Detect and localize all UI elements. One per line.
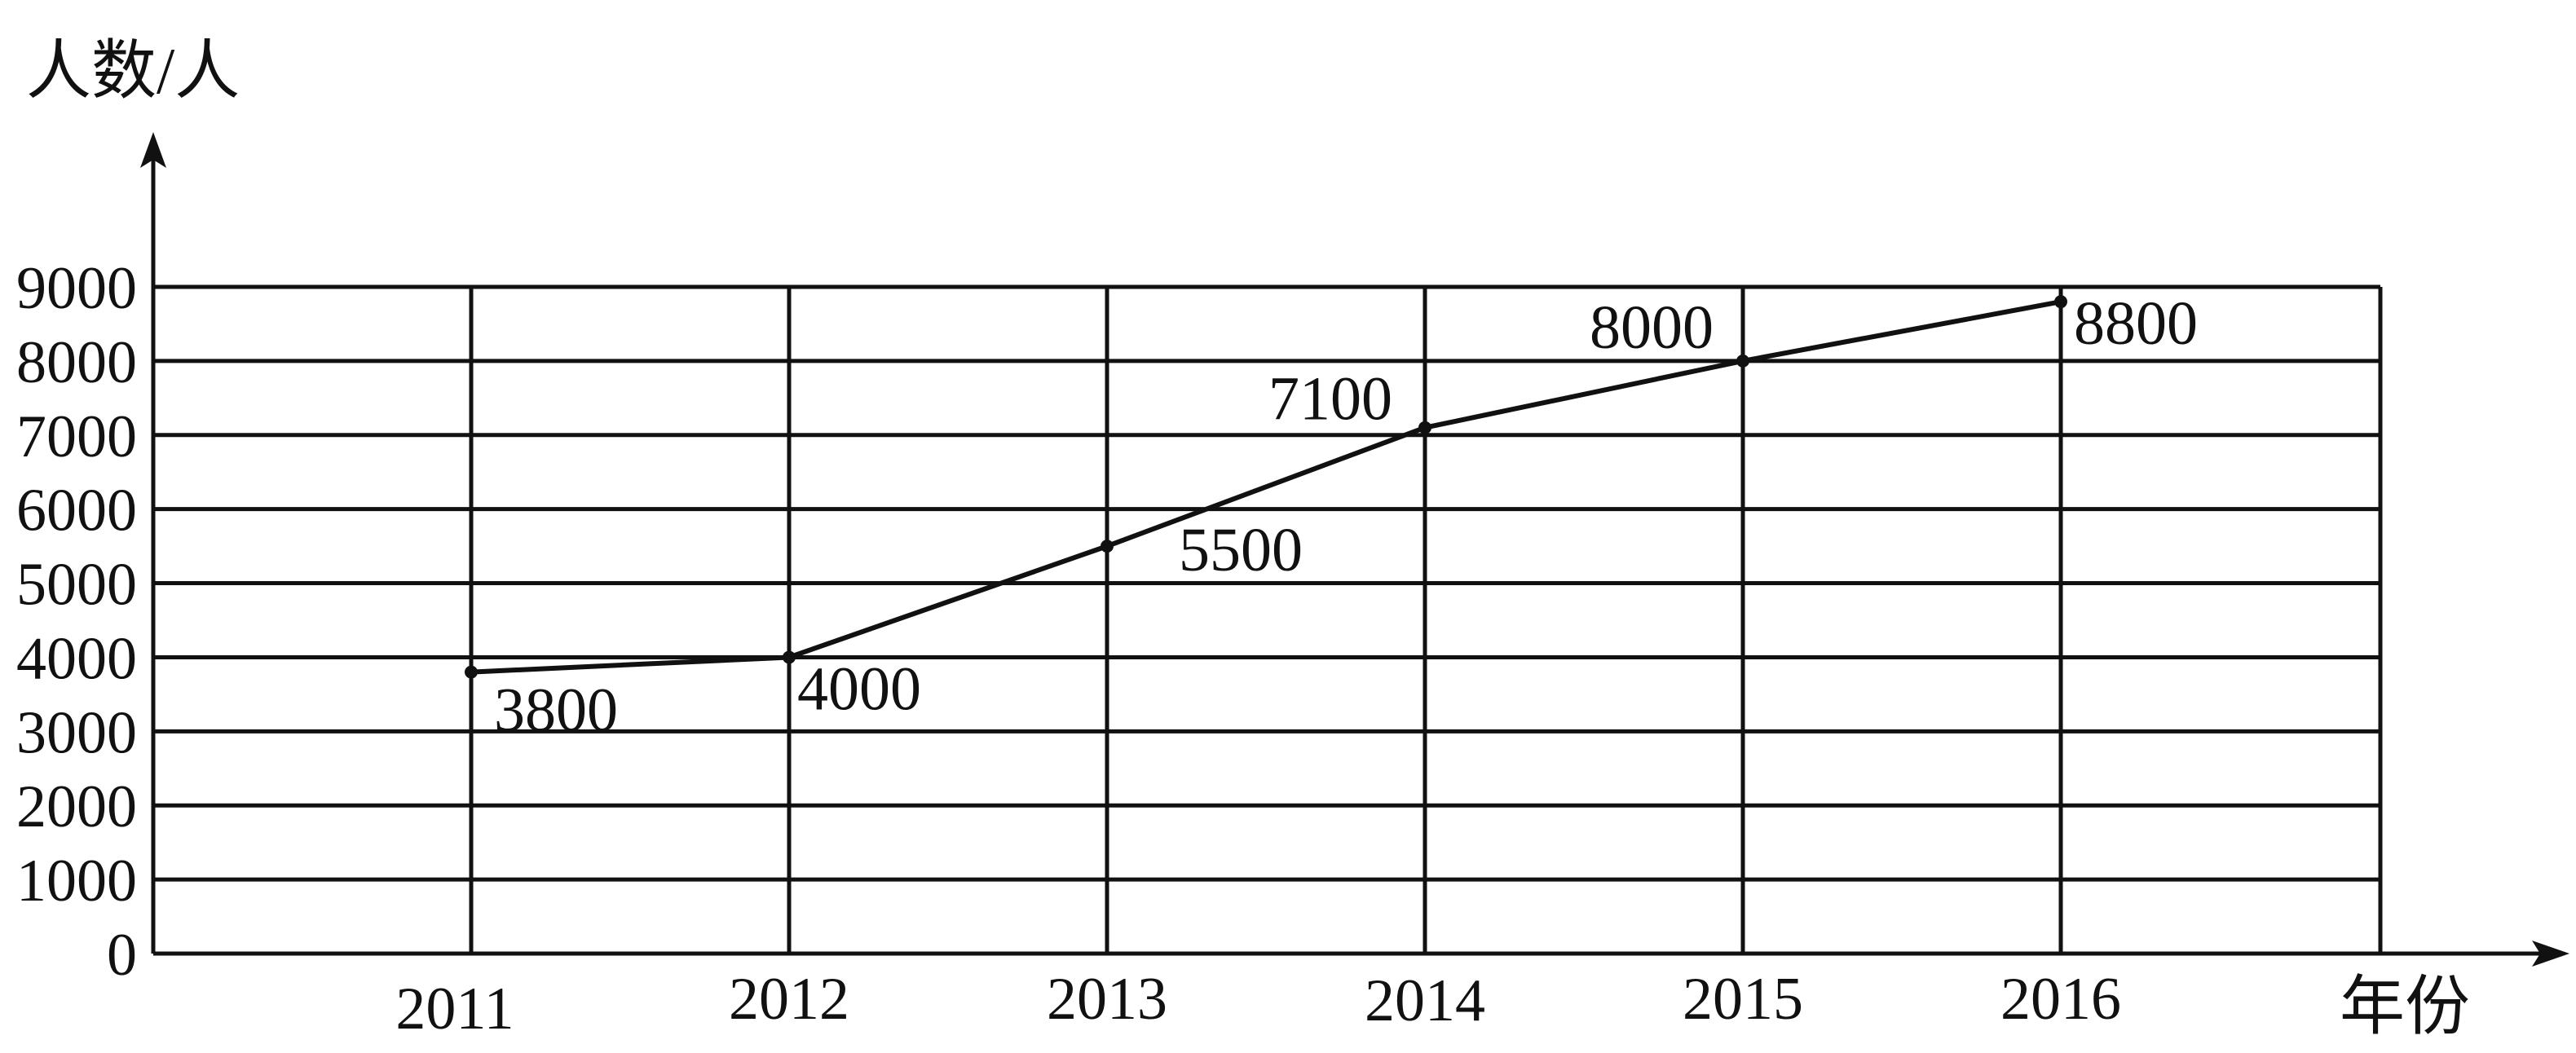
y-tick-label: 2000	[16, 773, 137, 840]
data-point	[1418, 421, 1431, 434]
x-tick-label: 2011	[395, 976, 514, 1042]
data-label: 8800	[2074, 289, 2198, 358]
series-line	[470, 299, 2062, 675]
y-tick-label: 5000	[16, 552, 137, 619]
data-point	[2054, 295, 2067, 309]
data-label: 4000	[797, 654, 921, 723]
data-point	[1736, 354, 1749, 368]
x-tick-label: 2014	[1365, 967, 1485, 1034]
grid-layer	[153, 284, 2383, 954]
data-point	[465, 665, 478, 679]
data-label: 7100	[1268, 365, 1392, 434]
data-label: 3800	[494, 676, 618, 745]
y-axis-arrow-icon	[140, 132, 166, 168]
x-tick-label: 2016	[2000, 966, 2121, 1033]
y-tick-label: 3000	[16, 699, 137, 766]
series-layer	[465, 295, 2067, 679]
y-tick-label: 9000	[16, 255, 137, 322]
x-tick-label: 2012	[729, 966, 849, 1033]
y-tick-label: 8000	[16, 329, 137, 396]
y-tick-label: 0	[107, 922, 137, 989]
data-point	[783, 650, 796, 664]
x-axis-arrow-icon	[2532, 941, 2569, 967]
x-axis-title: 年份	[2340, 971, 2470, 1043]
y-tick-label: 1000	[16, 848, 137, 914]
x-tick-label: 2013	[1047, 966, 1167, 1033]
tick-labels: 0100020003000400050006000700080009000201…	[16, 255, 2121, 1042]
y-tick-label: 7000	[16, 403, 137, 470]
y-tick-label: 6000	[16, 478, 137, 544]
x-tick-label: 2015	[1683, 966, 1803, 1033]
data-label: 5500	[1179, 516, 1303, 584]
axes-layer	[140, 132, 2569, 967]
data-labels: 3800 4000 5500 7100 8000 8800	[494, 289, 2198, 744]
data-label: 8000	[1590, 293, 1714, 362]
y-tick-label: 4000	[16, 625, 137, 692]
y-axis-title: 人数/人	[26, 36, 240, 108]
data-point	[1101, 540, 1114, 553]
